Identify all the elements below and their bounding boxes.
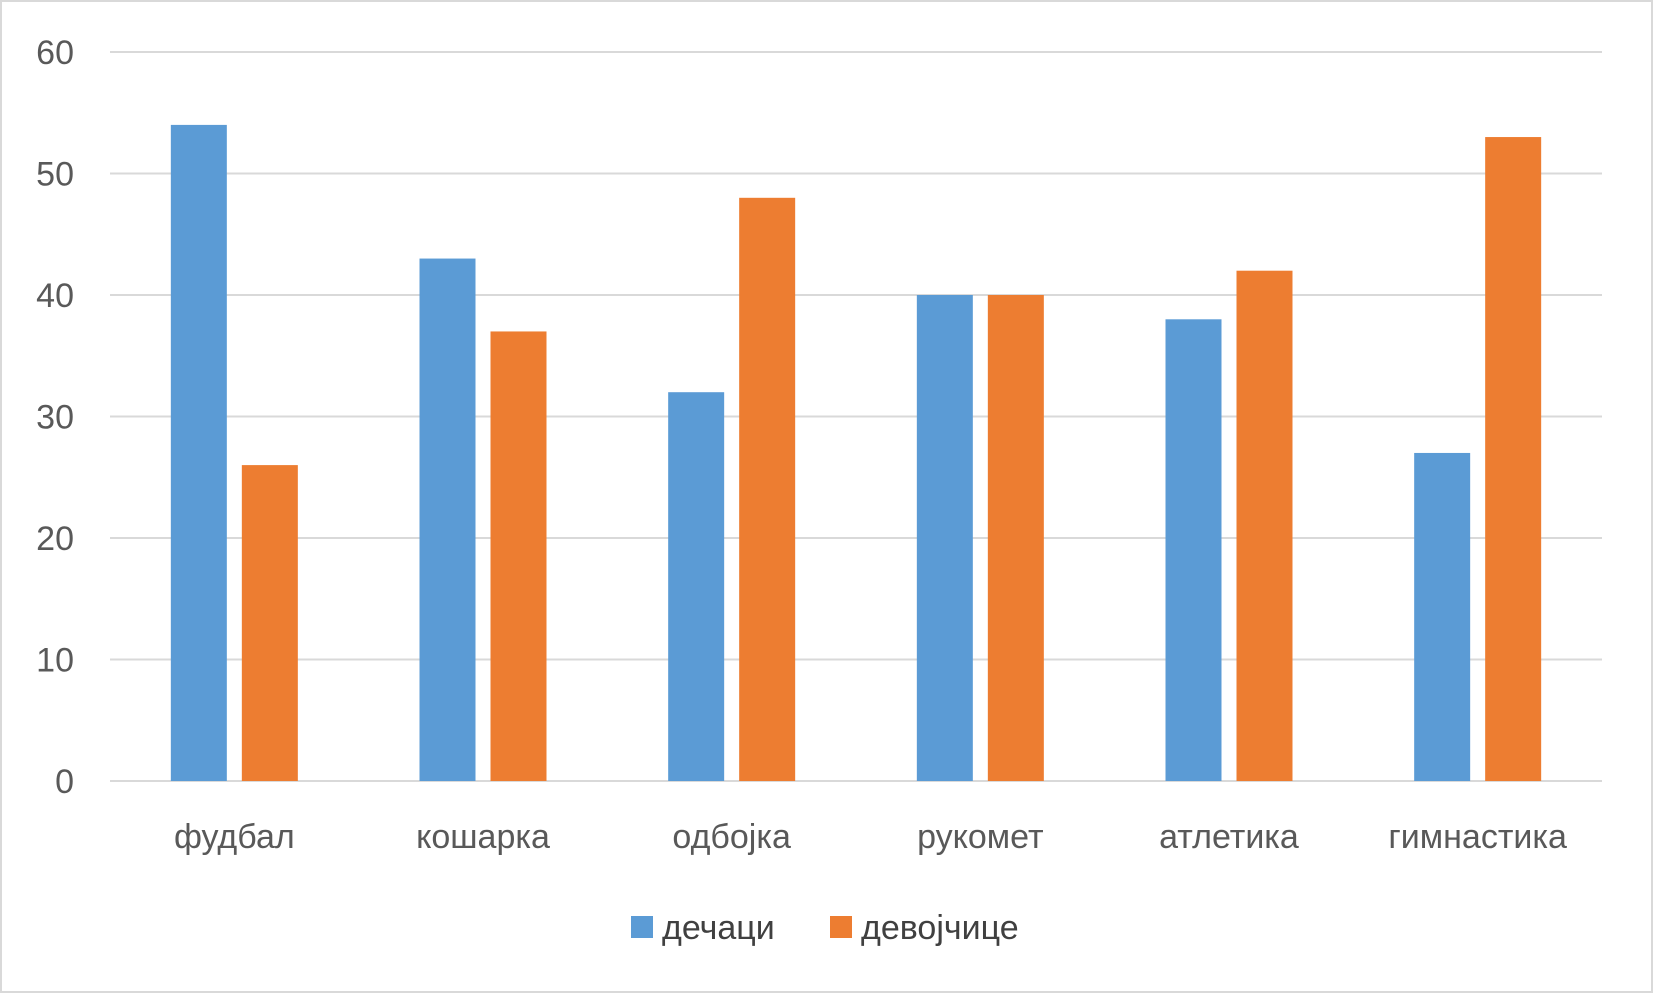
- bar-1-3: [987, 295, 1044, 781]
- bar-0-2: [668, 392, 725, 781]
- x-tick-label: кошарка: [416, 818, 550, 856]
- x-tick-label: гимнастика: [1388, 818, 1567, 856]
- bar-1-2: [739, 197, 796, 782]
- bar-0-0: [170, 124, 227, 781]
- bar-0-5: [1414, 452, 1471, 781]
- legend-swatch: [631, 916, 653, 938]
- y-tick-label: 50: [36, 156, 74, 194]
- bar-1-0: [241, 465, 298, 781]
- x-tick-label: фудбал: [174, 818, 295, 856]
- y-tick-label: 40: [36, 277, 74, 315]
- bar-1-4: [1236, 270, 1293, 781]
- bar-1-1: [490, 331, 547, 781]
- x-tick-label: атлетика: [1159, 818, 1299, 856]
- legend-label: дечаци: [662, 909, 775, 947]
- bar-0-3: [916, 295, 973, 781]
- bar-0-4: [1165, 319, 1222, 781]
- legend: дечаци девојчице: [631, 909, 1019, 947]
- bar-1-5: [1485, 137, 1542, 782]
- y-tick-label: 30: [36, 399, 74, 437]
- legend-swatch: [830, 916, 852, 938]
- x-axis-ticks: фудбал кошарка одбојка рукомет атлетика гимна…: [174, 818, 1567, 856]
- y-tick-label: 60: [36, 34, 74, 72]
- y-tick-label: 0: [55, 763, 74, 801]
- legend-label: девојчице: [861, 909, 1019, 947]
- x-tick-label: одбојка: [672, 818, 791, 856]
- gridlines: [110, 51, 1602, 782]
- y-tick-label: 10: [36, 642, 74, 680]
- y-axis-ticks: 0 10 20 30 40 50 60: [36, 34, 74, 801]
- bar-0-1: [419, 258, 476, 781]
- y-tick-label: 20: [36, 520, 74, 558]
- bars: [170, 124, 1542, 782]
- x-tick-label: рукомет: [917, 818, 1043, 856]
